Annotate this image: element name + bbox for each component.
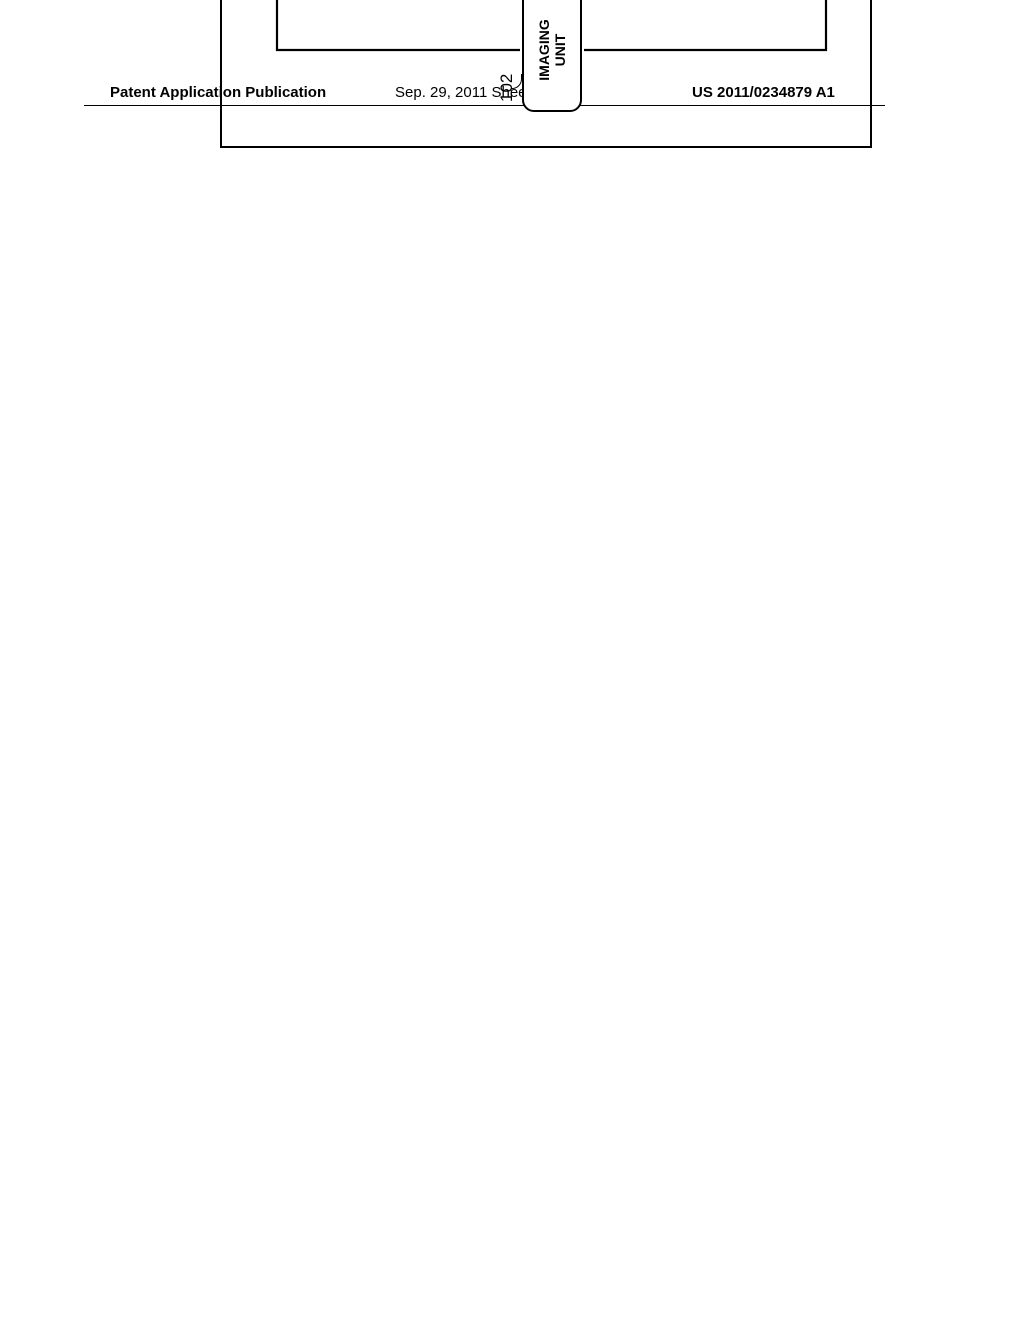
connector-wires	[222, 0, 870, 146]
diagram: FIG.3 100 110 180 IMAGINGUNIT 102 SELF-P…	[220, 0, 880, 148]
outer-box: 100 110 180 IMAGINGUNIT 102 SELF-POSITIO…	[220, 0, 872, 148]
